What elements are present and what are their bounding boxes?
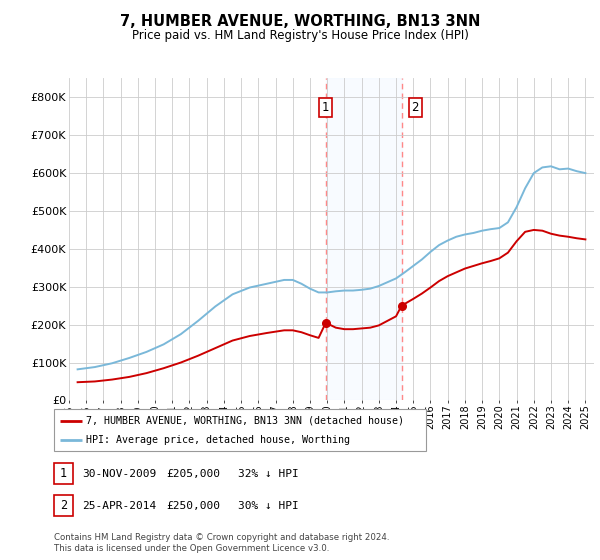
Text: 30% ↓ HPI: 30% ↓ HPI <box>238 501 299 511</box>
FancyBboxPatch shape <box>54 409 426 451</box>
Text: £250,000: £250,000 <box>166 501 220 511</box>
Text: 32% ↓ HPI: 32% ↓ HPI <box>238 469 299 479</box>
Text: Contains HM Land Registry data © Crown copyright and database right 2024.: Contains HM Land Registry data © Crown c… <box>54 533 389 542</box>
Text: 7, HUMBER AVENUE, WORTHING, BN13 3NN (detached house): 7, HUMBER AVENUE, WORTHING, BN13 3NN (de… <box>86 416 404 426</box>
Text: 7, HUMBER AVENUE, WORTHING, BN13 3NN: 7, HUMBER AVENUE, WORTHING, BN13 3NN <box>120 14 480 29</box>
Text: £205,000: £205,000 <box>166 469 220 479</box>
Text: 25-APR-2014: 25-APR-2014 <box>82 501 157 511</box>
Text: 30-NOV-2009: 30-NOV-2009 <box>82 469 157 479</box>
Text: HPI: Average price, detached house, Worthing: HPI: Average price, detached house, Wort… <box>86 435 350 445</box>
Text: 1: 1 <box>60 467 67 480</box>
Text: 1: 1 <box>322 101 329 114</box>
Text: This data is licensed under the Open Government Licence v3.0.: This data is licensed under the Open Gov… <box>54 544 329 553</box>
Bar <box>326 78 401 400</box>
Text: 2: 2 <box>60 499 67 512</box>
Text: 2: 2 <box>412 101 419 114</box>
Text: Price paid vs. HM Land Registry's House Price Index (HPI): Price paid vs. HM Land Registry's House … <box>131 29 469 42</box>
